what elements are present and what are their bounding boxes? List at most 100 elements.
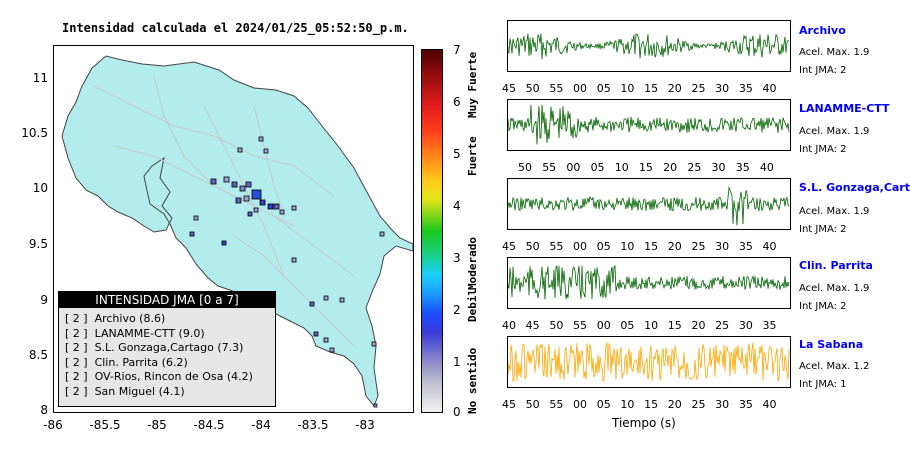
page-title: Intensidad calculada el 2024/01/25_05:52… bbox=[62, 21, 409, 35]
trace-ticks: 45 50 55 00 05 10 15 20 25 30 35 40 bbox=[502, 82, 789, 96]
trace-tick-label: 30 bbox=[711, 161, 726, 174]
station-int: Int JMA: 2 bbox=[799, 224, 847, 235]
road-network bbox=[93, 75, 355, 347]
trace-tick-label: 50 bbox=[525, 240, 540, 253]
waveform bbox=[508, 264, 790, 300]
trace-tick-label: 10 bbox=[614, 161, 629, 174]
trace-plot[interactable] bbox=[507, 178, 791, 230]
station-name: LANAMME-CTT bbox=[799, 102, 890, 115]
trace-tick-label: 50 bbox=[525, 398, 540, 411]
trace-ticks: 40 45 50 55 00 05 10 15 20 25 30 35 bbox=[502, 319, 789, 333]
trace-tick-label: 35 bbox=[738, 398, 753, 411]
trace-plot[interactable] bbox=[507, 20, 791, 72]
trace-tick-label: 35 bbox=[738, 82, 753, 95]
trace-tick-label: 40 bbox=[762, 82, 777, 95]
trace-tick-label: 25 bbox=[691, 240, 706, 253]
trace-tick-label: 40 bbox=[762, 398, 777, 411]
trace-ticks: 45 50 55 00 05 10 15 20 25 30 35 40 bbox=[502, 240, 789, 254]
map-y-tick: 10.5 bbox=[21, 126, 48, 140]
intensity-map[interactable]: INTENSIDAD JMA [0 a 7] [ 2 ] Archivo (8.… bbox=[53, 45, 414, 413]
colorbar-tick: 1 bbox=[453, 355, 461, 369]
colorbar-tick: 3 bbox=[453, 251, 461, 265]
map-x-tick: -85 bbox=[147, 418, 167, 432]
legend-title: INTENSIDAD JMA [0 a 7] bbox=[59, 292, 275, 308]
trace-tick-label: 25 bbox=[691, 398, 706, 411]
station-name: Archivo bbox=[799, 24, 846, 37]
trace-tick-label: 30 bbox=[715, 82, 730, 95]
trace-tick-label: 50 bbox=[525, 82, 540, 95]
station-acel: Acel. Max. 1.9 bbox=[799, 47, 870, 58]
trace-tick-label: 40 bbox=[759, 161, 774, 174]
trace-tick-label: 00 bbox=[573, 82, 588, 95]
trace-tick-label: 35 bbox=[735, 161, 750, 174]
trace-tick-label: 40 bbox=[502, 319, 516, 332]
trace-tick-label: 55 bbox=[549, 398, 564, 411]
trace-tick-label: 15 bbox=[644, 82, 659, 95]
trace-tick-label: 30 bbox=[715, 398, 730, 411]
station-acel: Acel. Max. 1.9 bbox=[799, 283, 870, 294]
map-y-tick: 8 bbox=[40, 403, 48, 417]
trace-tick-label: 55 bbox=[573, 319, 588, 332]
trace-tick-label: 00 bbox=[573, 398, 588, 411]
trace-tick-label: 20 bbox=[663, 161, 678, 174]
trace-tick-label: 25 bbox=[691, 82, 706, 95]
trace-tick-label: 10 bbox=[644, 319, 659, 332]
trace-tick-label: 30 bbox=[738, 319, 753, 332]
trace-tick-label: 05 bbox=[596, 82, 611, 95]
station-name: Clin. Parrita bbox=[799, 259, 873, 272]
traces-x-axis-label: Tiempo (s) bbox=[612, 416, 676, 430]
waveform bbox=[508, 33, 790, 60]
map-x-tick: -84 bbox=[251, 418, 271, 432]
trace-tick-label: 50 bbox=[518, 161, 532, 174]
waveform-line bbox=[508, 264, 790, 300]
map-y-tick: 9 bbox=[40, 293, 48, 307]
trace-tick-label: 25 bbox=[715, 319, 730, 332]
station-int: Int JMA: 2 bbox=[799, 301, 847, 312]
trace-tick-label: 20 bbox=[667, 398, 682, 411]
trace-tick-label: 05 bbox=[620, 319, 635, 332]
trace-tick-label: 10 bbox=[620, 240, 635, 253]
trace-tick-label: 45 bbox=[502, 398, 516, 411]
trace-tick-label: 40 bbox=[762, 240, 777, 253]
colorbar-tick: 7 bbox=[453, 43, 461, 57]
colorbar-tick: 2 bbox=[453, 303, 461, 317]
trace-tick-label: 15 bbox=[644, 398, 659, 411]
colorbar-tick: 4 bbox=[453, 199, 461, 213]
map-x-tick: -86 bbox=[43, 418, 63, 432]
trace-tick-label: 45 bbox=[502, 240, 516, 253]
map-x-tick: -85.5 bbox=[89, 418, 121, 432]
waveform bbox=[508, 104, 790, 145]
trace-ticks: 45 50 55 00 05 10 15 20 25 30 35 40 bbox=[502, 398, 789, 412]
station-acel: Acel. Max. 1.9 bbox=[799, 126, 870, 137]
trace-tick-label: 00 bbox=[573, 240, 588, 253]
trace-tick-label: 55 bbox=[549, 82, 564, 95]
legend-item: [ 2 ] LANAMME-CTT (9.0) bbox=[65, 326, 205, 340]
costa-rica-landmass bbox=[61, 55, 413, 407]
trace-tick-label: 45 bbox=[502, 82, 516, 95]
trace-plot[interactable] bbox=[507, 257, 791, 309]
map-x-tick: -83 bbox=[355, 418, 375, 432]
trace-tick-label: 55 bbox=[549, 240, 564, 253]
legend-item: [ 2 ] OV-Rios, Rincon de Osa (4.2) bbox=[65, 370, 253, 383]
station-int: Int JMA: 1 bbox=[799, 379, 847, 390]
colorbar-label-moderado: Moderado bbox=[466, 237, 479, 290]
map-y-tick: 10 bbox=[32, 181, 48, 195]
colorbar-tick: 0 bbox=[453, 405, 461, 419]
legend-item: [ 2 ] S.L. Gonzaga,Cartago (7.3) bbox=[65, 341, 244, 354]
colorbar-label-fuerte: Fuerte bbox=[466, 136, 479, 176]
trace-plot[interactable] bbox=[507, 336, 791, 388]
station-markers bbox=[189, 136, 385, 408]
trace-tick-label: 30 bbox=[715, 240, 730, 253]
legend-item: [ 2 ] Archivo (8.6) bbox=[65, 312, 166, 325]
trace-tick-label: 00 bbox=[596, 319, 611, 332]
trace-tick-label: 50 bbox=[549, 319, 564, 332]
map-y-tick: 11 bbox=[32, 71, 48, 85]
colorbar-label-no-sentido: No sentido bbox=[466, 347, 479, 414]
trace-tick-label: 20 bbox=[691, 319, 706, 332]
colorbar-tick: 6 bbox=[453, 95, 461, 109]
legend-item: [ 2 ] Clin. Parrita (6.2) bbox=[65, 355, 188, 369]
trace-tick-label: 55 bbox=[542, 161, 557, 174]
trace-plot[interactable] bbox=[507, 99, 791, 151]
trace-ticks: 50 55 00 05 10 15 20 25 30 35 40 bbox=[507, 161, 789, 175]
trace-tick-label: 10 bbox=[620, 398, 635, 411]
